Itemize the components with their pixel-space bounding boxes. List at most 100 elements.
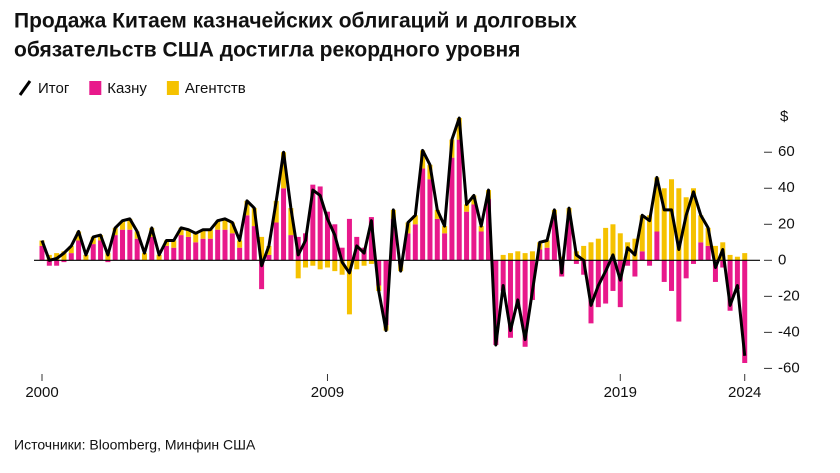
bar xyxy=(266,245,272,255)
line xyxy=(40,116,747,356)
bar xyxy=(515,251,521,261)
bar xyxy=(676,260,682,322)
bar xyxy=(698,215,704,243)
bar xyxy=(273,222,279,261)
bar xyxy=(127,218,133,230)
bar xyxy=(683,197,689,261)
bar xyxy=(39,245,45,261)
x-tick-label: 2019 xyxy=(604,384,637,401)
bar xyxy=(544,240,550,248)
bar xyxy=(683,260,689,279)
bar xyxy=(471,204,477,261)
y-tick-label: -60 xyxy=(778,359,800,376)
bar xyxy=(237,240,243,248)
legend-label: Агентств xyxy=(185,80,246,97)
x-tick-label: 2000 xyxy=(25,384,58,401)
bar xyxy=(163,245,169,261)
bar xyxy=(368,260,374,264)
bar xyxy=(105,260,111,263)
x-tick-label: 2024 xyxy=(728,384,761,401)
bar xyxy=(647,215,653,261)
bar xyxy=(303,260,309,268)
bar xyxy=(237,247,243,261)
bar xyxy=(522,253,528,261)
bar xyxy=(310,260,316,266)
y-unit: $ xyxy=(780,108,789,125)
bar xyxy=(98,240,104,261)
bar xyxy=(654,177,660,232)
bar xyxy=(625,260,631,266)
bar xyxy=(412,215,418,225)
legend-swatch xyxy=(89,81,102,95)
bar xyxy=(588,260,594,324)
bar xyxy=(324,211,330,261)
legend-swatch xyxy=(18,80,32,96)
bar xyxy=(639,215,645,252)
bar xyxy=(690,188,696,261)
bar xyxy=(434,218,440,261)
bar xyxy=(690,260,696,264)
bar xyxy=(281,188,287,261)
bar xyxy=(507,260,513,338)
bar xyxy=(229,222,235,234)
bar xyxy=(178,235,184,261)
bar xyxy=(332,260,338,272)
bar xyxy=(171,247,177,261)
bar xyxy=(61,251,67,261)
bar xyxy=(500,254,506,261)
source: Источники: Bloomberg, Минфин США xyxy=(14,437,256,453)
bar xyxy=(339,260,345,275)
bar xyxy=(207,229,213,239)
bar xyxy=(112,235,118,261)
bar xyxy=(339,247,345,261)
bar xyxy=(295,260,301,279)
bar xyxy=(529,260,535,300)
bar xyxy=(464,204,470,212)
chart-title: обязательств США достигла рекордного уро… xyxy=(14,39,520,62)
bar xyxy=(442,226,448,234)
bar xyxy=(412,224,418,261)
bar xyxy=(603,260,609,304)
bar xyxy=(376,260,382,286)
bar xyxy=(222,229,228,261)
y-tick-label: 60 xyxy=(778,143,795,160)
bar xyxy=(90,244,96,261)
bar xyxy=(251,226,257,261)
bar xyxy=(354,260,360,270)
bar xyxy=(427,179,433,261)
bar xyxy=(368,217,374,261)
bar xyxy=(193,242,199,261)
bar xyxy=(551,215,557,261)
bar xyxy=(529,251,535,261)
bar xyxy=(346,218,352,261)
bar xyxy=(259,260,265,290)
bar xyxy=(734,260,740,290)
bar xyxy=(134,238,140,261)
y-tick-label: 0 xyxy=(778,251,786,268)
bar xyxy=(493,260,499,345)
bar xyxy=(610,224,616,261)
bar xyxy=(127,229,133,261)
bar xyxy=(705,227,711,246)
bar xyxy=(303,233,309,261)
legend-label: Казну xyxy=(107,80,147,97)
bar xyxy=(661,188,667,261)
bar xyxy=(507,253,513,261)
bar xyxy=(346,260,352,315)
bar xyxy=(390,218,396,261)
chart-title: Продажа Китаем казначейских облигаций и … xyxy=(14,10,577,33)
bar xyxy=(156,254,162,261)
bar xyxy=(442,233,448,261)
bar xyxy=(361,260,367,266)
bar xyxy=(698,242,704,261)
bar xyxy=(200,238,206,261)
bar xyxy=(478,231,484,261)
bar xyxy=(317,260,323,270)
bar xyxy=(478,226,484,232)
bar xyxy=(669,260,675,291)
legend: Итог Казну Агентств xyxy=(18,80,246,97)
bar xyxy=(537,249,543,261)
bar xyxy=(273,200,279,223)
bar xyxy=(405,233,411,261)
